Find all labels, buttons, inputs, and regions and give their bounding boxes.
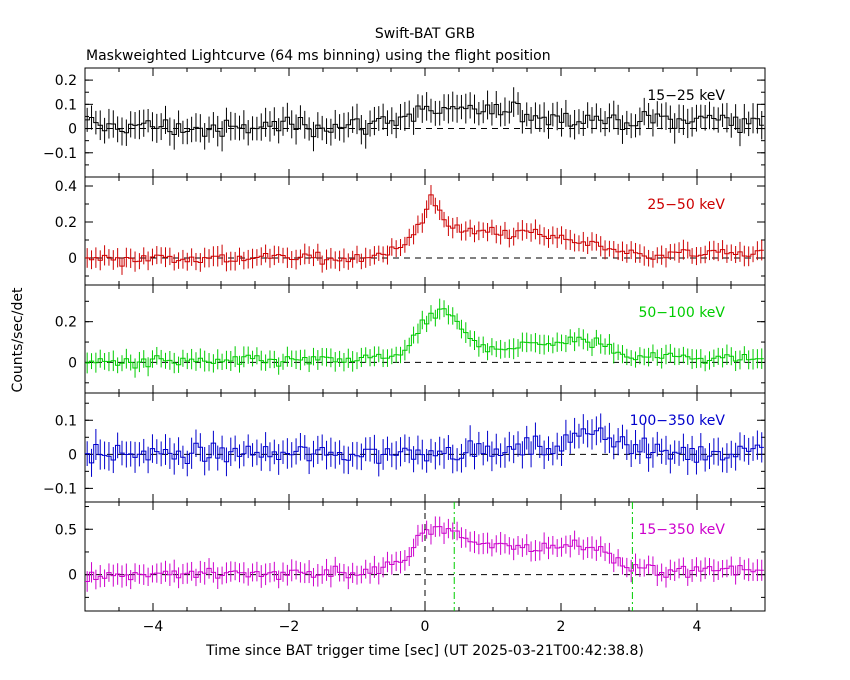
panel-25-50-kev: 0 0.2 0.4 25−50 keV	[55, 176, 766, 286]
y-tick-label: 0	[68, 355, 77, 371]
lightcurve-series	[85, 308, 764, 369]
panel-15-350-kev: 0 0.5 15−350 keV	[55, 501, 766, 612]
y-tick-label: −0.1	[43, 146, 77, 162]
x-tick-label: 2	[557, 619, 566, 635]
panel-50-100-kev: 0 0.2 50−100 keV	[55, 284, 766, 394]
y-tick-label: 0.2	[55, 215, 77, 231]
y-tick-label: 0	[68, 251, 77, 267]
y-tick-label: 0.2	[55, 315, 77, 331]
energy-band-label: 100−350 keV	[630, 413, 726, 429]
y-tick-label: 0	[68, 447, 77, 463]
y-tick-label: 0	[68, 122, 77, 138]
lightcurve-series	[85, 194, 764, 267]
y-tick-label: 0.5	[55, 522, 77, 538]
chart-subtitle: Maskweighted Lightcurve (64 ms binning) …	[86, 48, 551, 64]
y-tick-label: 0	[68, 568, 77, 584]
y-tick-label: 0.2	[55, 73, 77, 89]
energy-band-label: 25−50 keV	[647, 197, 725, 213]
y-tick-label: 0.4	[55, 179, 77, 195]
lightcurve-series	[85, 526, 764, 582]
y-tick-label: 0.1	[55, 97, 77, 113]
x-axis-label: Time since BAT trigger time [sec] (UT 20…	[205, 643, 644, 659]
x-tick-label: 4	[693, 619, 702, 635]
x-tick-label: −2	[279, 619, 300, 635]
panels-group: −0.1 0 0.1 0.2 15−25 keV 0 0.2 0.4 25−50 keV 0 0.2…	[43, 67, 766, 635]
y-tick-label: 0.1	[55, 413, 77, 429]
energy-band-label: 15−25 keV	[647, 88, 725, 104]
y-axis-label: Counts/sec/det	[10, 287, 26, 392]
energy-band-label: 15−350 keV	[638, 522, 725, 538]
lightcurve-series	[85, 101, 764, 138]
x-tick-label: −4	[143, 619, 164, 635]
panel-15-25-kev: −0.1 0 0.1 0.2 15−25 keV	[43, 67, 766, 178]
lightcurve-series	[85, 427, 764, 464]
y-tick-label: −0.1	[43, 481, 77, 497]
energy-band-label: 50−100 keV	[638, 305, 725, 321]
chart-title: Swift-BAT GRB	[375, 26, 475, 42]
x-tick-label: 0	[421, 619, 430, 635]
